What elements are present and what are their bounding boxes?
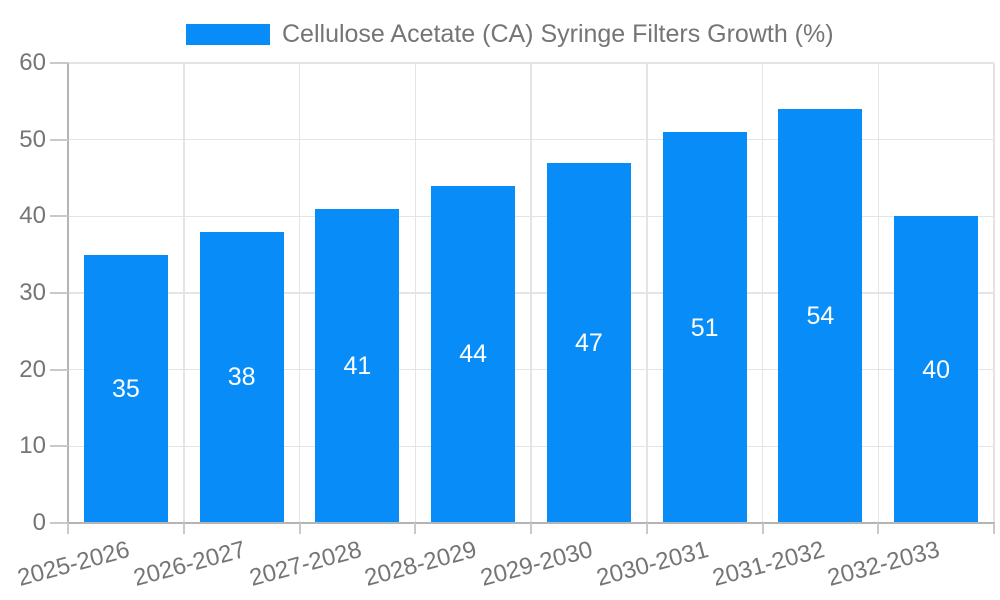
y-tick-label: 20 bbox=[19, 355, 46, 383]
x-axis-tick bbox=[67, 523, 69, 534]
v-gridline bbox=[298, 63, 301, 523]
y-axis-tick bbox=[50, 138, 68, 141]
x-tick-label: 2028-2029 bbox=[361, 536, 480, 592]
chart-title: Cellulose Acetate (CA) Syringe Filters G… bbox=[282, 20, 834, 48]
y-tick-label: 10 bbox=[19, 432, 46, 460]
bar-value-label: 51 bbox=[690, 313, 719, 342]
y-axis-tick bbox=[50, 368, 68, 371]
v-gridline bbox=[646, 63, 648, 523]
y-axis-tick bbox=[50, 215, 68, 218]
bar[interactable]: 47 bbox=[546, 162, 631, 523]
bar-value-label: 38 bbox=[227, 363, 256, 392]
y-axis-line bbox=[67, 63, 69, 533]
y-axis-tick bbox=[50, 522, 68, 524]
x-tick-label: 2025-2026 bbox=[14, 536, 133, 592]
bar[interactable]: 51 bbox=[662, 132, 747, 523]
x-tick-label: 2030-2031 bbox=[593, 536, 712, 592]
y-axis-tick bbox=[50, 292, 68, 294]
bar[interactable]: 40 bbox=[894, 216, 979, 523]
x-tick-label: 2029-2030 bbox=[477, 536, 596, 592]
bar[interactable]: 35 bbox=[83, 254, 168, 523]
bar[interactable]: 41 bbox=[315, 208, 400, 523]
x-axis-tick bbox=[761, 523, 764, 534]
v-gridline bbox=[183, 63, 185, 523]
y-tick-label: 0 bbox=[32, 509, 46, 536]
x-axis-line bbox=[67, 521, 995, 524]
x-axis-tick bbox=[298, 523, 301, 534]
x-tick-label: 2026-2027 bbox=[130, 536, 249, 592]
legend-swatch[interactable] bbox=[186, 24, 270, 45]
bar-value-label: 44 bbox=[459, 340, 488, 369]
y-axis-tick bbox=[50, 62, 68, 64]
x-tick-label: 2027-2028 bbox=[246, 536, 365, 592]
x-axis-tick bbox=[530, 523, 532, 534]
v-gridline bbox=[761, 63, 764, 523]
y-tick-label: 50 bbox=[19, 125, 46, 153]
v-gridline bbox=[414, 63, 416, 523]
bar-value-label: 35 bbox=[111, 374, 140, 403]
x-tick-label: 2032-2033 bbox=[824, 536, 943, 592]
bar-value-label: 47 bbox=[574, 328, 603, 357]
v-gridline bbox=[993, 63, 995, 523]
plot-area: 35 38 41 44 47 51 54 40 bbox=[68, 62, 995, 523]
x-axis-tick bbox=[993, 523, 995, 534]
y-tick-label: 40 bbox=[19, 202, 46, 230]
legend[interactable]: Cellulose Acetate (CA) Syringe Filters G… bbox=[186, 22, 834, 47]
bar[interactable]: 38 bbox=[199, 231, 284, 523]
bar-value-label: 54 bbox=[806, 302, 835, 330]
x-axis-tick bbox=[182, 523, 185, 534]
x-axis-tick bbox=[645, 523, 648, 534]
y-tick-label: 30 bbox=[19, 279, 46, 306]
bar[interactable]: 54 bbox=[778, 109, 863, 523]
bar[interactable]: 44 bbox=[431, 185, 516, 523]
v-gridline bbox=[877, 63, 879, 523]
v-gridline bbox=[530, 63, 532, 523]
bar-value-label: 40 bbox=[922, 355, 951, 384]
y-tick-label: 60 bbox=[19, 49, 46, 76]
x-axis-tick bbox=[877, 523, 880, 534]
y-axis-tick bbox=[50, 445, 68, 448]
bar-value-label: 41 bbox=[343, 351, 372, 380]
x-axis-tick bbox=[414, 523, 417, 534]
x-tick-label: 2031-2032 bbox=[709, 536, 828, 592]
